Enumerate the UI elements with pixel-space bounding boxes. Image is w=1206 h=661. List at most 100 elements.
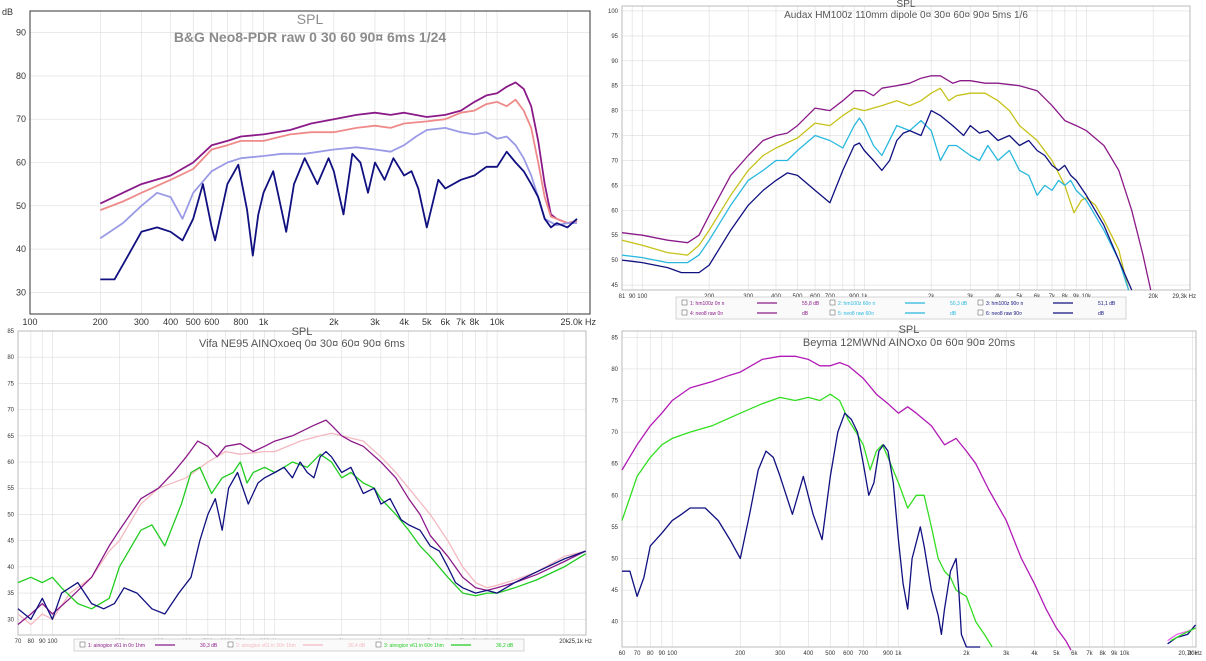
x-tick-label: 2k bbox=[329, 317, 339, 327]
x-tick-label: 900 bbox=[883, 651, 894, 656]
y-tick-label: 70 bbox=[611, 430, 618, 436]
series-group bbox=[17, 419, 586, 626]
chart-title: SPL bbox=[292, 326, 313, 338]
y-tick-label: 85 bbox=[611, 335, 618, 341]
y-tick-label: 60 bbox=[611, 493, 618, 499]
y-tick-label: 60 bbox=[16, 158, 26, 168]
chart-subtitle: Vifa NE95 AINOxoeq 0¤ 30¤ 60¤ 90¤ 6ms bbox=[199, 338, 405, 350]
legend-entry-label: 1: hm100z 0¤ n bbox=[690, 301, 725, 307]
x-tick-label: 90 bbox=[658, 651, 665, 656]
legend-checkbox[interactable] bbox=[829, 309, 836, 316]
y-tick-label: 70 bbox=[611, 158, 618, 164]
x-tick-label: 3k bbox=[1003, 651, 1010, 656]
x-tick-label: 600 bbox=[843, 651, 854, 656]
x-tick-label: 400 bbox=[803, 651, 814, 656]
y-tick-label: 100 bbox=[608, 9, 619, 15]
legend-checkbox[interactable] bbox=[375, 641, 382, 648]
x-tick-label: 4k bbox=[399, 317, 409, 327]
series-group bbox=[621, 355, 1196, 651]
y-tick-label: 70 bbox=[7, 408, 14, 414]
chart-panel-bottom-left: 3035404550556065707580857080901002003004… bbox=[0, 325, 604, 656]
x-tick-label: 800 bbox=[233, 317, 248, 327]
legend-checkbox[interactable] bbox=[977, 299, 984, 306]
legend-entry-value: dB bbox=[802, 311, 809, 317]
x-tick-label: 20k bbox=[1188, 651, 1199, 656]
y-tick-label: 50 bbox=[611, 258, 618, 264]
y-tick-label: 75 bbox=[611, 134, 618, 140]
series-line-0 bbox=[99, 81, 578, 224]
x-tick-label: 100 bbox=[22, 317, 37, 327]
series-line-2 bbox=[99, 127, 577, 240]
chart-panel-top-right: 4550556065707580859095100819010020030040… bbox=[604, 0, 1206, 330]
chart-title: SPL bbox=[297, 11, 324, 27]
x-tick-label: 80 bbox=[28, 639, 35, 645]
y-tick-label: 80 bbox=[7, 355, 14, 361]
legend-entry-value: 55,8 dB bbox=[802, 301, 820, 307]
y-tick-label: 95 bbox=[611, 34, 618, 40]
legend-entry-label: 4: neo8 raw 0¤ bbox=[690, 311, 723, 317]
series-line-2 bbox=[621, 117, 1130, 291]
y-tick-label: 40 bbox=[16, 244, 26, 254]
y-tick-label: 40 bbox=[611, 620, 618, 626]
x-tick-label: 5k bbox=[422, 317, 432, 327]
y-tick-label: 75 bbox=[7, 381, 14, 387]
y-tick-label: 80 bbox=[16, 71, 26, 81]
x-tick-label: 7k bbox=[1086, 651, 1093, 656]
legend-checkbox[interactable] bbox=[977, 309, 984, 316]
x-tick-label: 70 bbox=[15, 639, 22, 645]
y-tick-label: 30 bbox=[7, 617, 14, 623]
legend-checkbox[interactable] bbox=[227, 641, 234, 648]
plot-frame bbox=[621, 330, 1197, 648]
y-tick-label: 50 bbox=[611, 557, 618, 563]
legend-checkbox[interactable] bbox=[79, 641, 86, 648]
x-tick-label: 5k bbox=[1053, 651, 1060, 656]
legend-checkbox[interactable] bbox=[681, 309, 688, 316]
x-tick-label: 20k bbox=[1148, 294, 1159, 300]
y-tick-label: 55 bbox=[7, 486, 14, 492]
legend-entry-label: 1: ainogice v61 in 0¤ 1hm bbox=[88, 643, 145, 649]
legend-checkbox[interactable] bbox=[829, 299, 836, 306]
legend-entry-label: 3: hm100z 90¤ n bbox=[986, 301, 1023, 307]
y-tick-label: 65 bbox=[611, 462, 618, 468]
series-group bbox=[99, 81, 578, 281]
x-tick-label: 10k bbox=[1120, 651, 1131, 656]
y-tick-label: 70 bbox=[16, 114, 26, 124]
legend: 1: ainogice v61 in 0¤ 1hm 30,3 dB 2: ainog… bbox=[73, 638, 525, 652]
chart-svg-top-left: 30 40 50 60 70 80 90 dB 100 200 300 400 500 600 800 1k 2… bbox=[0, 0, 600, 330]
legend-box bbox=[675, 296, 1127, 320]
plot-frame bbox=[29, 10, 591, 315]
x-unit-label: 25,0k Hz bbox=[560, 317, 596, 327]
x-tick-label: 6k bbox=[441, 317, 451, 327]
y-axis-label: dB bbox=[2, 7, 13, 17]
y-tick-label: 60 bbox=[611, 208, 618, 214]
y-tick-label: 65 bbox=[7, 434, 14, 440]
x-tick-label: 80 bbox=[647, 651, 654, 656]
x-tick-label: 3k bbox=[370, 317, 380, 327]
y-tick-label: 85 bbox=[611, 84, 618, 90]
x-tick-label: 1k bbox=[895, 651, 902, 656]
y-tick-label: 90 bbox=[611, 59, 618, 65]
y-tick-label: 75 bbox=[611, 399, 618, 405]
y-tick-label: 45 bbox=[611, 588, 618, 594]
series-line-3 bbox=[621, 109, 1133, 291]
x-tick-label: 4k bbox=[1031, 651, 1038, 656]
legend-checkbox[interactable] bbox=[681, 299, 688, 306]
chart-subtitle: Audax HM100z 110mm dipole 0¤ 30¤ 60¤ 90¤… bbox=[784, 10, 1028, 21]
x-tick-label: 8k bbox=[1099, 651, 1106, 656]
y-tick-label: 45 bbox=[611, 283, 618, 289]
x-tick-label: 70 bbox=[634, 651, 641, 656]
chart-title: SPL bbox=[897, 0, 916, 10]
y-tick-label: 85 bbox=[7, 329, 14, 335]
x-tick-label: 700 bbox=[858, 651, 869, 656]
x-tick-label: 90 bbox=[39, 639, 46, 645]
legend-entry-label: 6: neo8 raw 90¤ bbox=[986, 311, 1022, 317]
legend-entry-value: 50,3 dB bbox=[950, 301, 968, 307]
legend-entry-value: dB bbox=[1098, 311, 1105, 317]
panel-bg bbox=[0, 0, 600, 330]
series-line-1 bbox=[621, 393, 993, 648]
grid bbox=[622, 6, 1190, 290]
legend-entry-label: 5: neo8 raw 60¤ bbox=[838, 311, 874, 317]
x-tick-label: 81 bbox=[619, 294, 626, 300]
legend-entry-value: 36,2 dB bbox=[496, 643, 514, 649]
x-tick-label: 200 bbox=[93, 317, 108, 327]
